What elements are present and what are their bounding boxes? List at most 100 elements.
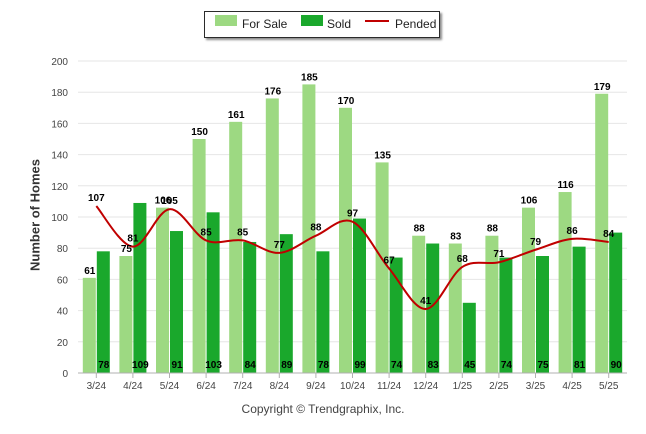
y-tick-label: 80: [57, 244, 69, 255]
bar-sold: [279, 234, 293, 373]
label-sold: 103: [205, 360, 222, 371]
x-tick-label: 8/24: [270, 381, 290, 392]
label-for-sale: 150: [191, 127, 208, 138]
bar-sold: [353, 218, 366, 373]
bar-sold: [389, 257, 403, 373]
label-sold: 90: [611, 360, 623, 371]
legend: For Sale Sold Pended: [204, 11, 440, 38]
bar-for-sale: [375, 162, 389, 373]
bar-for-sale: [485, 235, 499, 373]
bar-sold: [316, 251, 330, 373]
bar-for-sale: [595, 93, 609, 373]
label-sold: 91: [171, 360, 183, 371]
bar-layer: [82, 84, 623, 374]
label-pended: 97: [347, 209, 359, 220]
label-pended: 85: [201, 227, 213, 238]
legend-label-for-sale[interactable]: For Sale: [242, 17, 288, 31]
label-pended: 79: [530, 237, 542, 248]
label-sold: 84: [245, 360, 257, 371]
label-sold: 109: [132, 360, 149, 371]
label-pended: 81: [127, 234, 139, 245]
legend-label-sold[interactable]: Sold: [327, 17, 352, 31]
bar-sold: [96, 251, 110, 373]
bar-for-sale: [522, 207, 535, 373]
label-for-sale: 88: [414, 224, 426, 235]
copyright-text: Copyright © Trendgraphix, Inc.: [241, 402, 405, 416]
legend-line-pended: [365, 20, 389, 22]
bar-sold: [536, 256, 549, 373]
bar-sold: [426, 243, 440, 373]
bar-for-sale: [558, 192, 572, 373]
y-tick-label: 200: [51, 57, 68, 68]
x-tick-label: 4/25: [562, 381, 582, 392]
x-tick-label: 10/24: [340, 381, 365, 392]
legend-swatch-sold: [301, 15, 323, 26]
x-tick-label: 9/24: [306, 381, 326, 392]
x-tick-label: 4/24: [123, 381, 143, 392]
bar-for-sale: [265, 98, 279, 373]
label-layer: 61 78 107 75 109 81 106 91 105 150 103 85 161 84 85 176…: [84, 72, 622, 371]
bar-sold: [609, 232, 623, 373]
bar-for-sale: [448, 243, 462, 373]
y-tick-label: 0: [62, 369, 68, 380]
label-for-sale: 185: [301, 72, 318, 83]
x-tick-label: 6/24: [196, 381, 216, 392]
label-for-sale: 135: [374, 150, 391, 161]
legend-label-pended[interactable]: Pended: [395, 17, 437, 31]
label-sold: 75: [537, 360, 549, 371]
label-sold: 89: [281, 360, 293, 371]
bar-for-sale: [229, 121, 243, 373]
label-pended: 86: [567, 226, 579, 237]
x-tick-label: 3/25: [526, 381, 546, 392]
label-sold: 99: [354, 360, 366, 371]
x-tick-label: 7/24: [233, 381, 253, 392]
y-tick-label: 140: [51, 151, 68, 162]
label-pended: 68: [457, 254, 469, 265]
x-tick-label: 11/24: [377, 381, 402, 392]
bar-for-sale: [156, 207, 169, 373]
bar-sold: [243, 241, 257, 373]
label-for-sale: 170: [338, 96, 355, 107]
y-tick-label: 100: [51, 213, 68, 224]
bar-for-sale: [339, 107, 352, 374]
bar-sold: [170, 231, 183, 373]
y-tick-label: 60: [57, 275, 69, 286]
x-tick-label: 5/24: [160, 381, 180, 392]
label-pended: 41: [420, 296, 432, 307]
label-pended: 105: [161, 196, 178, 207]
label-for-sale: 88: [487, 224, 499, 235]
bar-for-sale: [302, 84, 316, 374]
y-tick-label: 180: [51, 88, 68, 99]
label-pended: 84: [603, 229, 615, 240]
label-for-sale: 176: [264, 86, 281, 97]
label-for-sale: 116: [558, 180, 575, 191]
label-sold: 83: [428, 360, 440, 371]
y-tick-label: 40: [57, 307, 69, 318]
x-tick-label: 5/25: [599, 381, 619, 392]
bar-sold: [499, 257, 513, 373]
bar-for-sale: [82, 277, 96, 373]
label-sold: 81: [574, 360, 586, 371]
label-for-sale: 161: [228, 110, 245, 121]
x-tick-label: 1/25: [453, 381, 473, 392]
label-pended: 85: [237, 227, 249, 238]
label-for-sale: 61: [84, 266, 96, 277]
label-sold: 78: [318, 360, 330, 371]
bar-for-sale: [119, 256, 133, 373]
label-for-sale: 179: [594, 82, 611, 93]
y-tick-label: 120: [51, 182, 68, 193]
label-pended: 77: [274, 240, 286, 251]
bar-sold: [572, 246, 586, 373]
label-for-sale: 75: [121, 244, 133, 255]
x-tick-label: 3/24: [87, 381, 107, 392]
axis-layer: 0 20 40 60 80 100 120 140 160 180 200 3/24 4/24 5/24 6…: [51, 57, 627, 392]
y-tick-label: 20: [57, 338, 69, 349]
label-pended: 107: [88, 193, 105, 204]
legend-swatch-for-sale: [215, 15, 237, 26]
label-sold: 74: [391, 360, 403, 371]
label-pended: 71: [493, 249, 505, 260]
bar-sold: [462, 302, 476, 373]
bar-for-sale: [412, 235, 426, 373]
label-sold: 74: [501, 360, 513, 371]
